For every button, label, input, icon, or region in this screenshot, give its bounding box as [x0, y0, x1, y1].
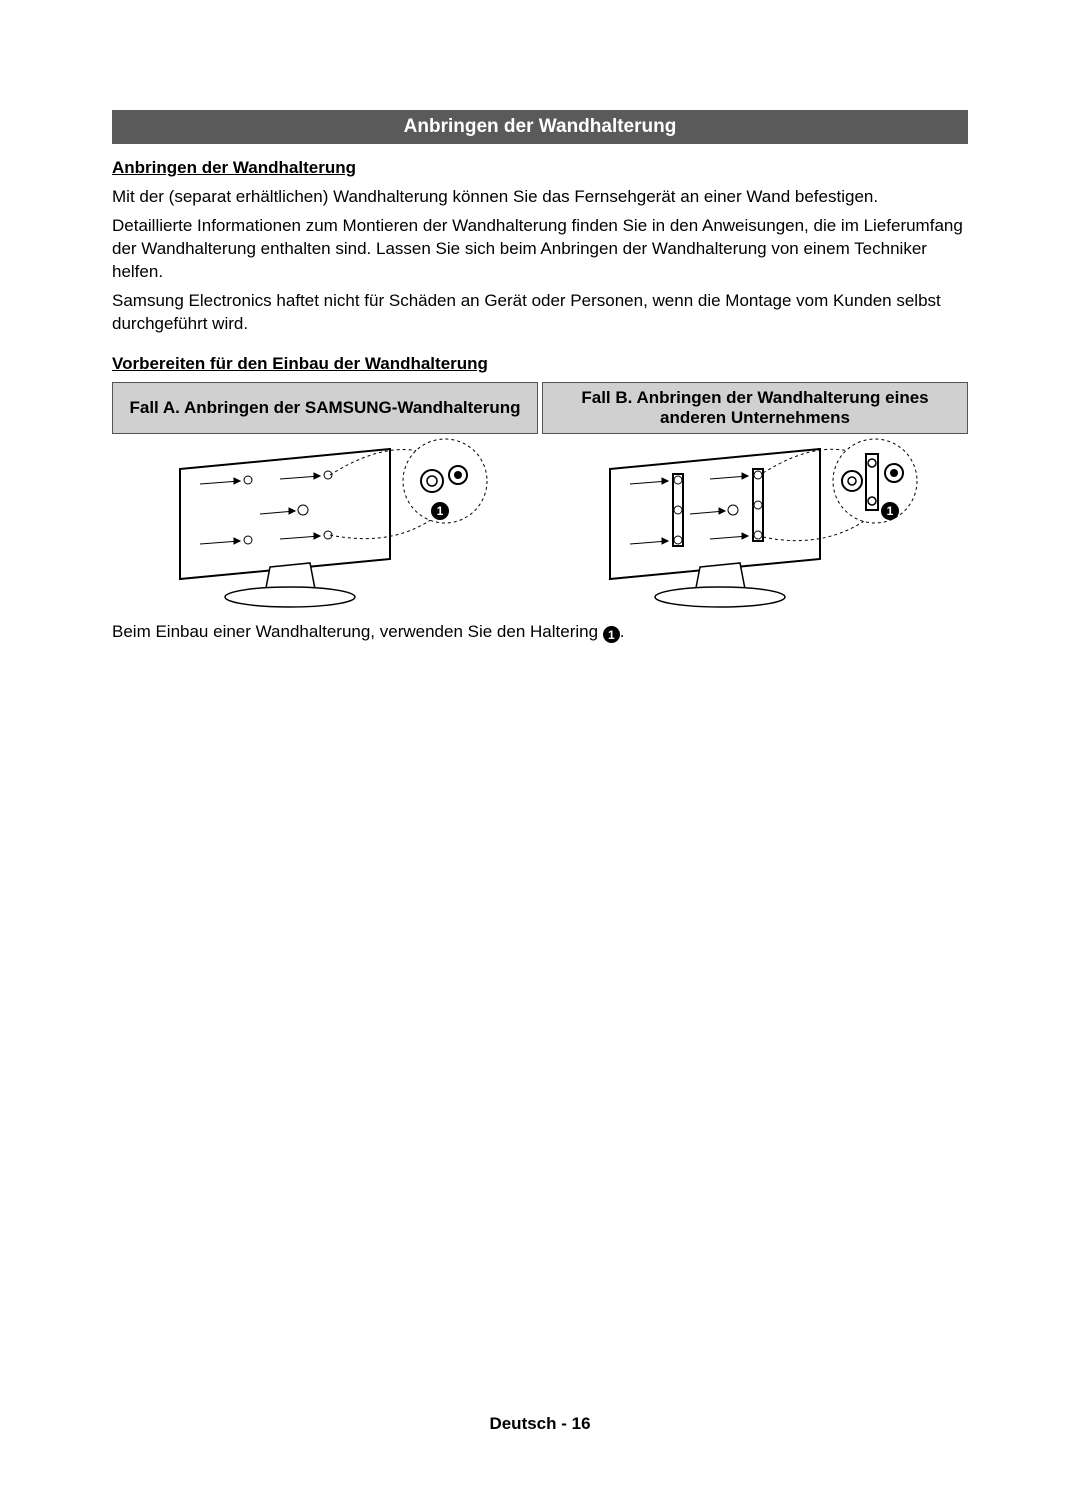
- note-line: Beim Einbau einer Wandhalterung, verwend…: [112, 622, 968, 644]
- note-marker-icon: 1: [603, 626, 620, 643]
- tv-mount-diagram-a: 1: [140, 439, 510, 609]
- note-suffix: .: [620, 622, 625, 641]
- case-b-column: Fall B. Anbringen der Wandhalterung eine…: [542, 382, 968, 614]
- case-a-column: Fall A. Anbringen der SAMSUNG-Wandhalter…: [112, 382, 538, 614]
- section1-p3: Samsung Electronics haftet nicht für Sch…: [112, 290, 968, 336]
- section1-p1: Mit der (separat erhältlichen) Wandhalte…: [112, 186, 968, 209]
- marker-1-label-b: 1: [887, 504, 894, 518]
- note-prefix: Beim Einbau einer Wandhalterung, verwend…: [112, 622, 603, 641]
- section2-heading: Vorbereiten für den Einbau der Wandhalte…: [112, 354, 968, 374]
- case-row: Fall A. Anbringen der SAMSUNG-Wandhalter…: [112, 382, 968, 614]
- section1-p2: Detaillierte Informationen zum Montieren…: [112, 215, 968, 284]
- page-footer: Deutsch - 16: [0, 1414, 1080, 1434]
- case-a-header: Fall A. Anbringen der SAMSUNG-Wandhalter…: [112, 382, 538, 434]
- marker-1-label-a: 1: [437, 504, 444, 518]
- case-a-diagram: 1: [112, 434, 538, 614]
- title-bar: Anbringen der Wandhalterung: [112, 110, 968, 144]
- case-b-diagram: 1: [542, 434, 968, 614]
- tv-mount-diagram-b: 1: [570, 439, 940, 609]
- section1-heading: Anbringen der Wandhalterung: [112, 158, 968, 178]
- case-b-header: Fall B. Anbringen der Wandhalterung eine…: [542, 382, 968, 434]
